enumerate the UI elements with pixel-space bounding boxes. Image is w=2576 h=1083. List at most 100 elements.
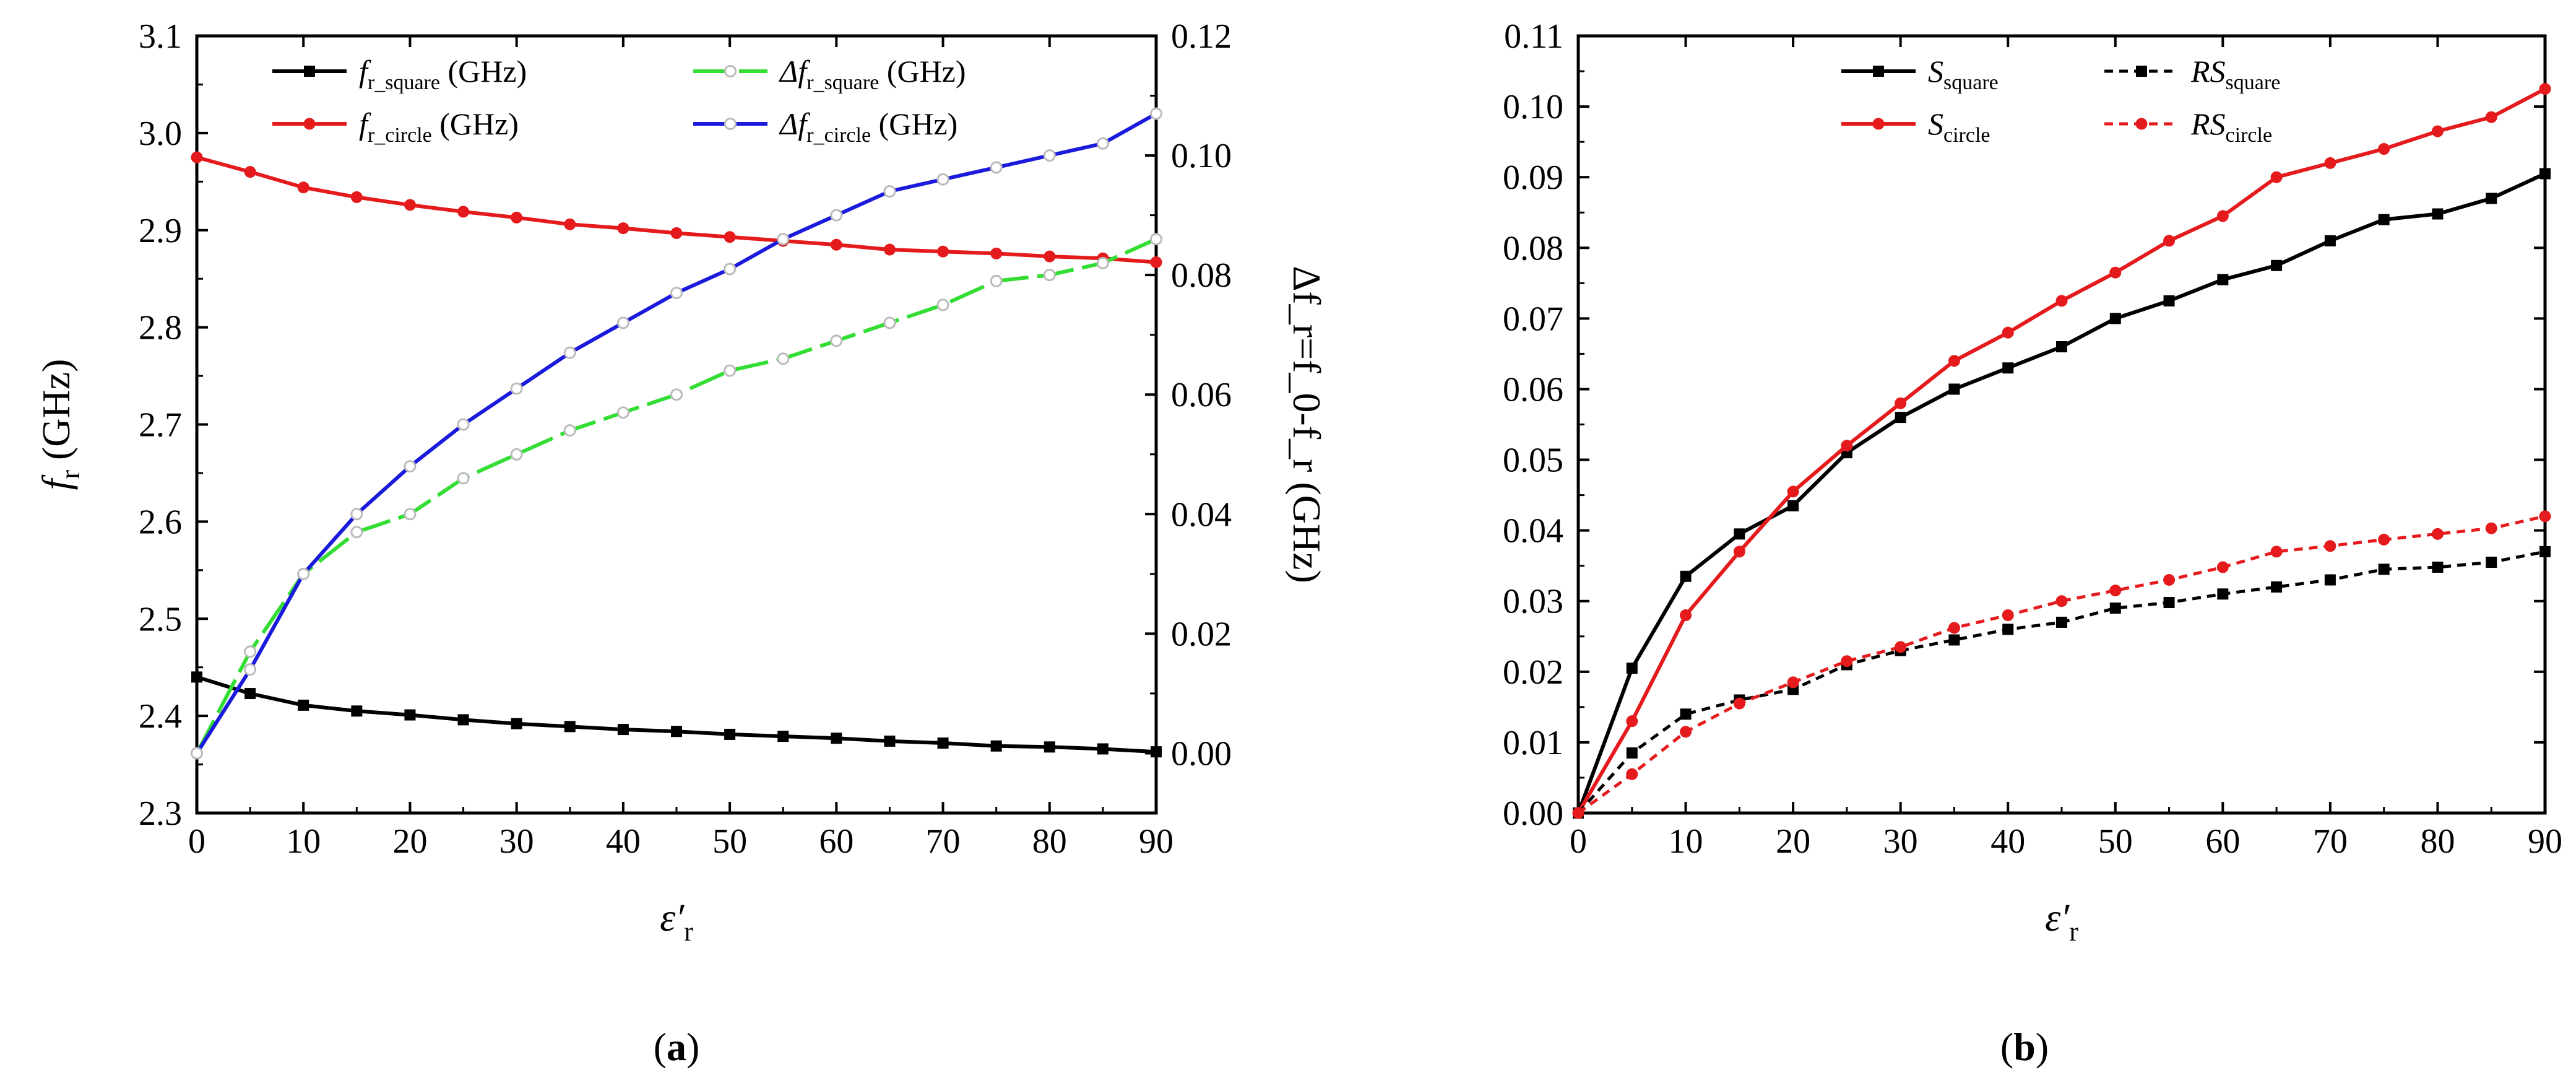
data-point — [350, 508, 363, 521]
x-tick-label: 0 — [188, 822, 205, 861]
y-right-tick-label: 0.12 — [1171, 17, 1232, 56]
y-right-axis-label: Δf_r=f_0-f_r (GHz) — [1285, 266, 1329, 583]
data-point — [564, 721, 576, 733]
data-point — [724, 263, 737, 276]
data-point — [1680, 609, 1692, 622]
data-point — [1044, 250, 1056, 263]
panel-label-paren-close: ) — [686, 1025, 699, 1069]
legend-item: fr_circle (GHz) — [272, 107, 519, 147]
x-tick-label: 30 — [499, 822, 534, 861]
y-left-tick-label: 3.0 — [139, 115, 182, 153]
panel-label-letter: a — [667, 1025, 686, 1069]
series-s-square — [1573, 168, 2551, 819]
y-right-tick-label: 0.06 — [1171, 376, 1232, 414]
data-point — [1151, 746, 1162, 758]
data-point — [2378, 214, 2390, 225]
series-s-circle — [1572, 83, 2551, 819]
data-point — [990, 740, 1002, 752]
data-point — [1626, 747, 1638, 759]
data-point — [297, 567, 310, 580]
data-point — [563, 424, 576, 437]
data-point — [2216, 561, 2229, 573]
data-point — [831, 733, 842, 744]
legend-tail: (GHz) — [871, 107, 957, 141]
data-point — [936, 298, 949, 311]
data-point — [511, 718, 522, 729]
x-tick-label: 90 — [1139, 822, 1173, 861]
legend-sub: r_square — [806, 71, 879, 94]
data-point — [2002, 326, 2014, 339]
data-point — [1680, 726, 1692, 738]
x-tick-label: 60 — [819, 822, 854, 861]
x-tick-label: 80 — [2420, 822, 2455, 861]
data-point — [2055, 295, 2068, 307]
data-point — [1787, 676, 1799, 689]
legend-sub: r_circle — [806, 124, 871, 147]
data-point — [937, 737, 949, 749]
data-point — [883, 316, 896, 329]
data-point — [350, 191, 363, 203]
legend-label: Scircle — [1928, 107, 1990, 147]
data-point — [1680, 570, 1692, 582]
data-point — [511, 211, 523, 224]
data-point — [2163, 574, 2176, 586]
data-point — [2431, 528, 2444, 540]
data-point — [404, 709, 416, 721]
series-rs-circle — [1572, 510, 2551, 819]
data-point — [670, 388, 683, 401]
y-right-tick-label: 0.02 — [1171, 615, 1232, 653]
series-line — [1577, 550, 2546, 814]
data-point — [883, 243, 896, 256]
data-point — [1626, 663, 1638, 674]
data-point — [830, 209, 843, 222]
x-axis-label-sub: r — [2069, 916, 2078, 947]
data-point — [670, 287, 683, 300]
y-left-tick-label: 2.5 — [139, 600, 182, 638]
series-f-r-square-ghz- — [191, 671, 1162, 758]
series-line — [196, 675, 1157, 754]
legend-sub: square — [1943, 71, 1999, 94]
data-point — [2431, 125, 2444, 137]
legend-marker — [1873, 66, 1884, 77]
series-line — [195, 111, 1157, 755]
data-point — [1734, 528, 1745, 540]
y-tick-label: 0.11 — [1504, 17, 1563, 56]
data-point — [298, 699, 309, 711]
legend-item: Scircle — [1841, 107, 1990, 147]
data-point — [2109, 313, 2121, 324]
data-point — [2002, 609, 2014, 622]
data-point — [2002, 362, 2014, 374]
data-point — [350, 526, 363, 539]
data-point — [2163, 597, 2175, 609]
data-point — [777, 731, 789, 742]
series-line — [1577, 515, 2546, 815]
data-point — [2109, 266, 2122, 279]
x-tick-label: 60 — [2205, 822, 2240, 861]
data-point — [1626, 715, 1638, 728]
data-point — [244, 663, 257, 676]
legend-label: Δfr_circle (GHz) — [779, 107, 957, 147]
legend-label: Ssquare — [1928, 54, 1999, 94]
data-point — [2271, 581, 2283, 593]
legend-main: RS — [2190, 107, 2226, 141]
data-point — [2324, 235, 2336, 246]
y-tick-label: 0.01 — [1503, 724, 1563, 762]
legend-tail: (GHz) — [879, 54, 966, 89]
data-point — [2271, 259, 2283, 271]
y-tick-label: 0.09 — [1503, 159, 1563, 197]
data-point — [936, 173, 949, 186]
data-point — [1150, 233, 1162, 246]
data-point — [2486, 193, 2497, 204]
data-point — [1572, 807, 1584, 819]
data-point — [2378, 533, 2390, 546]
data-point — [1948, 622, 1960, 634]
data-point — [2324, 157, 2336, 169]
x-tick-label: 40 — [1990, 822, 2025, 861]
legend-main: RS — [2190, 54, 2226, 89]
data-point — [404, 508, 417, 521]
y-left-tick-label: 2.9 — [139, 212, 182, 250]
data-point — [724, 364, 737, 377]
legend-marker — [2136, 66, 2147, 77]
data-point — [2270, 171, 2283, 183]
y-tick-label: 0.08 — [1503, 229, 1563, 267]
